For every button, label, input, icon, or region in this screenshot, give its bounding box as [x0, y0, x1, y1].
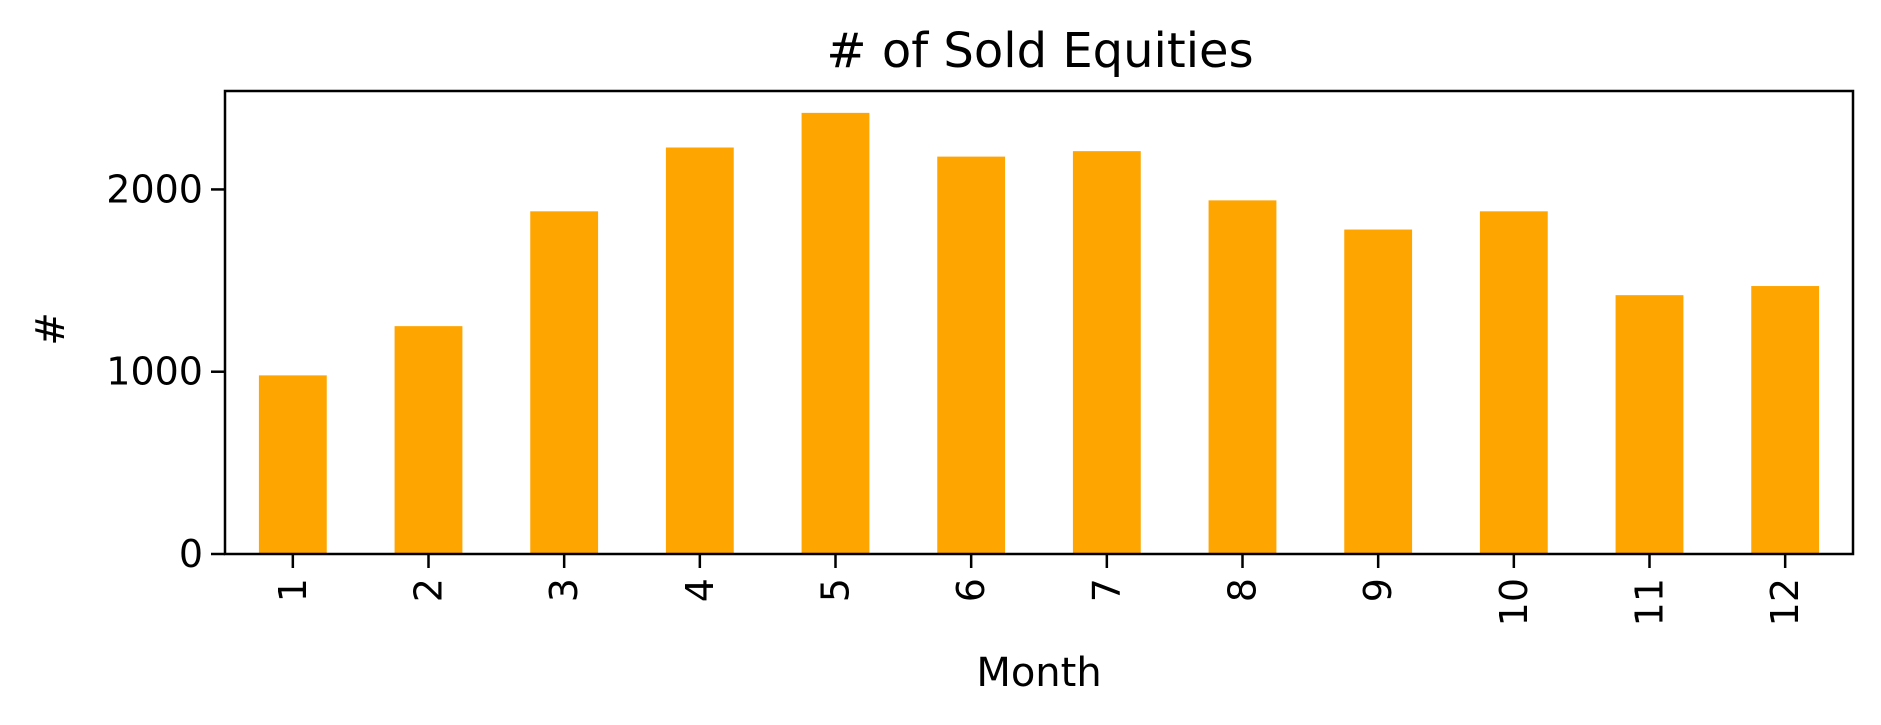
y-tick-label: 2000	[106, 167, 203, 211]
bar-month-3	[530, 211, 599, 554]
x-tick-label: 3	[542, 578, 586, 602]
y-tick-label: 0	[179, 532, 203, 576]
x-tick-label: 1	[271, 578, 315, 602]
y-axis-label: #	[28, 312, 74, 346]
x-tick-label: 7	[1085, 578, 1129, 602]
x-tick-label: 6	[949, 578, 993, 602]
x-tick-label: 8	[1221, 578, 1265, 602]
x-tick-label: 4	[678, 578, 722, 602]
bar-month-5	[801, 112, 870, 555]
x-tick-label: 9	[1356, 578, 1400, 602]
bar-month-10	[1479, 211, 1548, 554]
bar-month-2	[394, 326, 463, 554]
bar-month-8	[1208, 200, 1277, 554]
x-tick-label: 10	[1492, 578, 1536, 626]
bar-month-7	[1072, 151, 1141, 554]
x-tick-label: 5	[814, 578, 858, 602]
bar-month-11	[1615, 295, 1684, 554]
x-axis-label: Month	[976, 650, 1101, 696]
x-tick-label: 2	[407, 578, 451, 602]
bar-month-9	[1344, 229, 1413, 555]
chart-title: # of Sold Equities	[826, 23, 1253, 79]
y-tick-label: 1000	[106, 350, 203, 394]
bar-month-4	[665, 147, 734, 554]
plot-frame	[223, 89, 1855, 556]
bar-month-6	[937, 156, 1006, 554]
bar-month-1	[258, 375, 327, 554]
x-tick-label: 11	[1628, 578, 1672, 626]
bar-month-12	[1751, 286, 1820, 554]
x-tick-label: 12	[1763, 578, 1807, 626]
